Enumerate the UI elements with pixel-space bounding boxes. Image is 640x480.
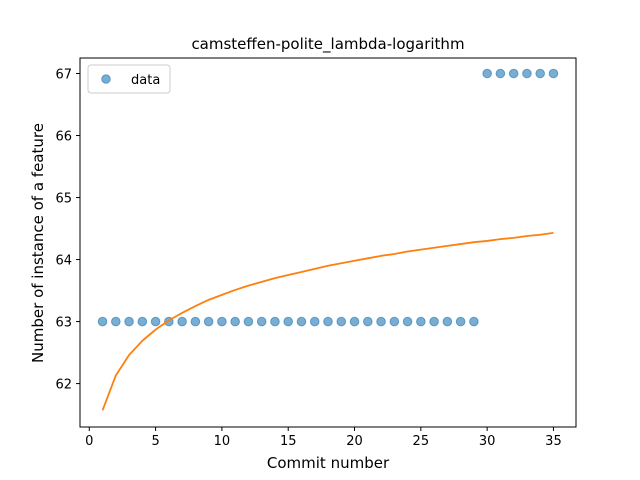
axes: 0 5 10 15 20 25 30 35 62 63 64 65 66 67: [55, 57, 577, 449]
data-point: [270, 316, 280, 327]
fit-line: [101, 231, 554, 411]
data-point: [111, 316, 121, 327]
y-tick-label: 63: [55, 316, 72, 331]
data-point: [495, 68, 506, 79]
x-tick-label: 0: [85, 434, 93, 449]
x-tick-label: 30: [479, 434, 496, 449]
data-point: [150, 316, 161, 327]
data-point: [482, 68, 492, 79]
data-point: [522, 68, 532, 79]
y-tick-label: 66: [55, 130, 72, 145]
x-tick-label: 20: [346, 434, 363, 449]
data-point: [535, 68, 545, 79]
legend-marker: [101, 74, 111, 84]
y-tick-label: 64: [55, 254, 72, 269]
data-point: [190, 316, 201, 327]
data-point: [469, 316, 479, 327]
data-point: [349, 316, 360, 327]
data-point: [548, 68, 559, 79]
legend-label: data: [131, 73, 160, 88]
data-point: [217, 316, 227, 327]
data-point: [124, 316, 134, 327]
data-point: [137, 316, 148, 327]
data-point: [230, 316, 240, 327]
chart-title: camsteffen-polite_lambda-logarithm: [191, 35, 464, 54]
data-point: [442, 316, 453, 327]
data-point: [336, 316, 347, 327]
data-point: [389, 316, 400, 327]
data-point: [429, 316, 439, 327]
y-tick-label: 62: [55, 378, 72, 393]
x-tick-label: 35: [545, 434, 562, 449]
data-point: [296, 316, 307, 327]
data-point: [508, 68, 519, 79]
data-point: [362, 316, 373, 327]
y-axis-label: Number of instance of a feature: [29, 123, 47, 363]
data-point: [376, 316, 386, 327]
x-tick-label: 5: [151, 434, 159, 449]
legend: data: [87, 64, 171, 94]
data-point: [309, 316, 320, 327]
data-point: [243, 316, 254, 327]
y-tick-label: 67: [55, 68, 72, 83]
y-tick-label: 65: [55, 192, 72, 207]
data-point: [256, 316, 267, 327]
data-point: [203, 316, 214, 327]
x-tick-label: 15: [280, 434, 297, 449]
x-tick-label: 25: [413, 434, 430, 449]
legend-box: [87, 64, 171, 94]
x-tick-label: 10: [214, 434, 231, 449]
data-point: [97, 316, 108, 327]
data-point: [323, 316, 333, 327]
axes-frame: [79, 57, 577, 428]
data-point: [455, 316, 466, 327]
data-point: [283, 316, 294, 327]
plot-area: [97, 68, 559, 411]
data-point: [416, 316, 426, 327]
x-axis-label: Commit number: [267, 454, 390, 472]
data-point: [402, 316, 413, 327]
data-point: [177, 316, 187, 327]
